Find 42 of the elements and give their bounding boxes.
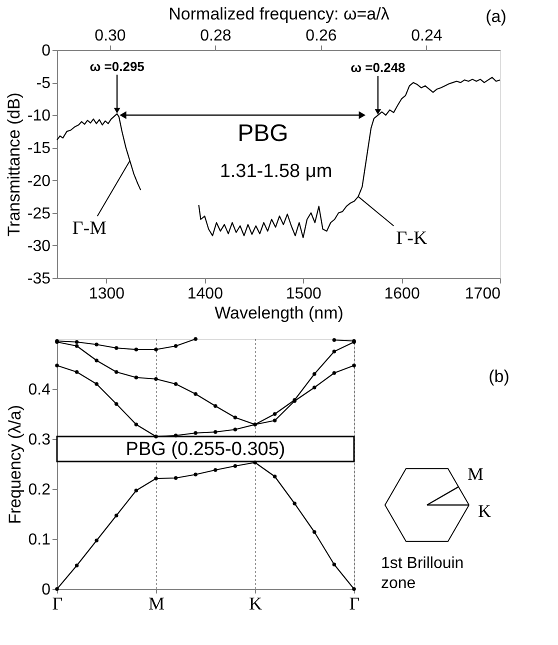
x-tick-label: M — [148, 594, 165, 614]
x2-axis-title: Normalized frequency: ω=a/λ — [168, 4, 390, 24]
x-tick-label: Γ — [52, 594, 63, 614]
y-axis-title: Transmittance (dB) — [4, 92, 24, 236]
text: (b) — [488, 367, 510, 386]
annotation: 1.31-1.58 μm — [220, 161, 332, 182]
x-tick-label: Γ — [349, 594, 360, 614]
y-tick-label: 0 — [42, 582, 51, 598]
text: 1st Brillouin zone — [381, 555, 464, 592]
x2-tick-label: 0.24 — [411, 28, 442, 44]
y-tick-label: 0.3 — [28, 432, 51, 448]
y-tick-label: -30 — [27, 238, 51, 255]
annotation: ω =0.248 — [350, 60, 406, 76]
x2-tick-label: 0.28 — [200, 28, 232, 44]
y-tick-label: -5 — [36, 75, 51, 92]
x-tick-label: 1600 — [384, 286, 420, 302]
y-tick-label: 0.4 — [28, 382, 51, 398]
y-tick-label: -25 — [27, 205, 51, 222]
y-axis-title: Frequency (λ/a) — [5, 404, 24, 524]
x-tick-label: K — [249, 594, 262, 614]
y-tick-label: 0 — [42, 42, 51, 60]
x-tick-label: 1300 — [88, 286, 125, 302]
annotation: PBG — [238, 120, 288, 147]
y-tick-label: -10 — [27, 108, 51, 125]
text: (a) — [486, 7, 506, 26]
x-tick-label: 1700 — [464, 286, 501, 302]
annotation: ω =0.295 — [90, 58, 144, 74]
y-tick-label: -20 — [27, 172, 51, 190]
y-tick-label: 0.2 — [28, 482, 51, 498]
x-tick-label: 1500 — [286, 286, 322, 302]
x2-tick-label: 0.26 — [306, 28, 337, 44]
text: M — [468, 464, 484, 484]
y-tick-label: 0.1 — [28, 532, 51, 548]
x-axis-title: Wavelength (nm) — [214, 304, 344, 322]
x2-tick-label: 0.30 — [94, 28, 126, 44]
text: K — [478, 501, 491, 521]
x-tick-label: 1400 — [187, 286, 224, 302]
band-label: PBG (0.255-0.305) — [126, 439, 286, 460]
y-tick-label: -35 — [27, 270, 51, 288]
y-tick-label: -15 — [27, 140, 51, 158]
text: Γ-K — [396, 228, 428, 249]
text: Γ-M — [72, 218, 107, 240]
